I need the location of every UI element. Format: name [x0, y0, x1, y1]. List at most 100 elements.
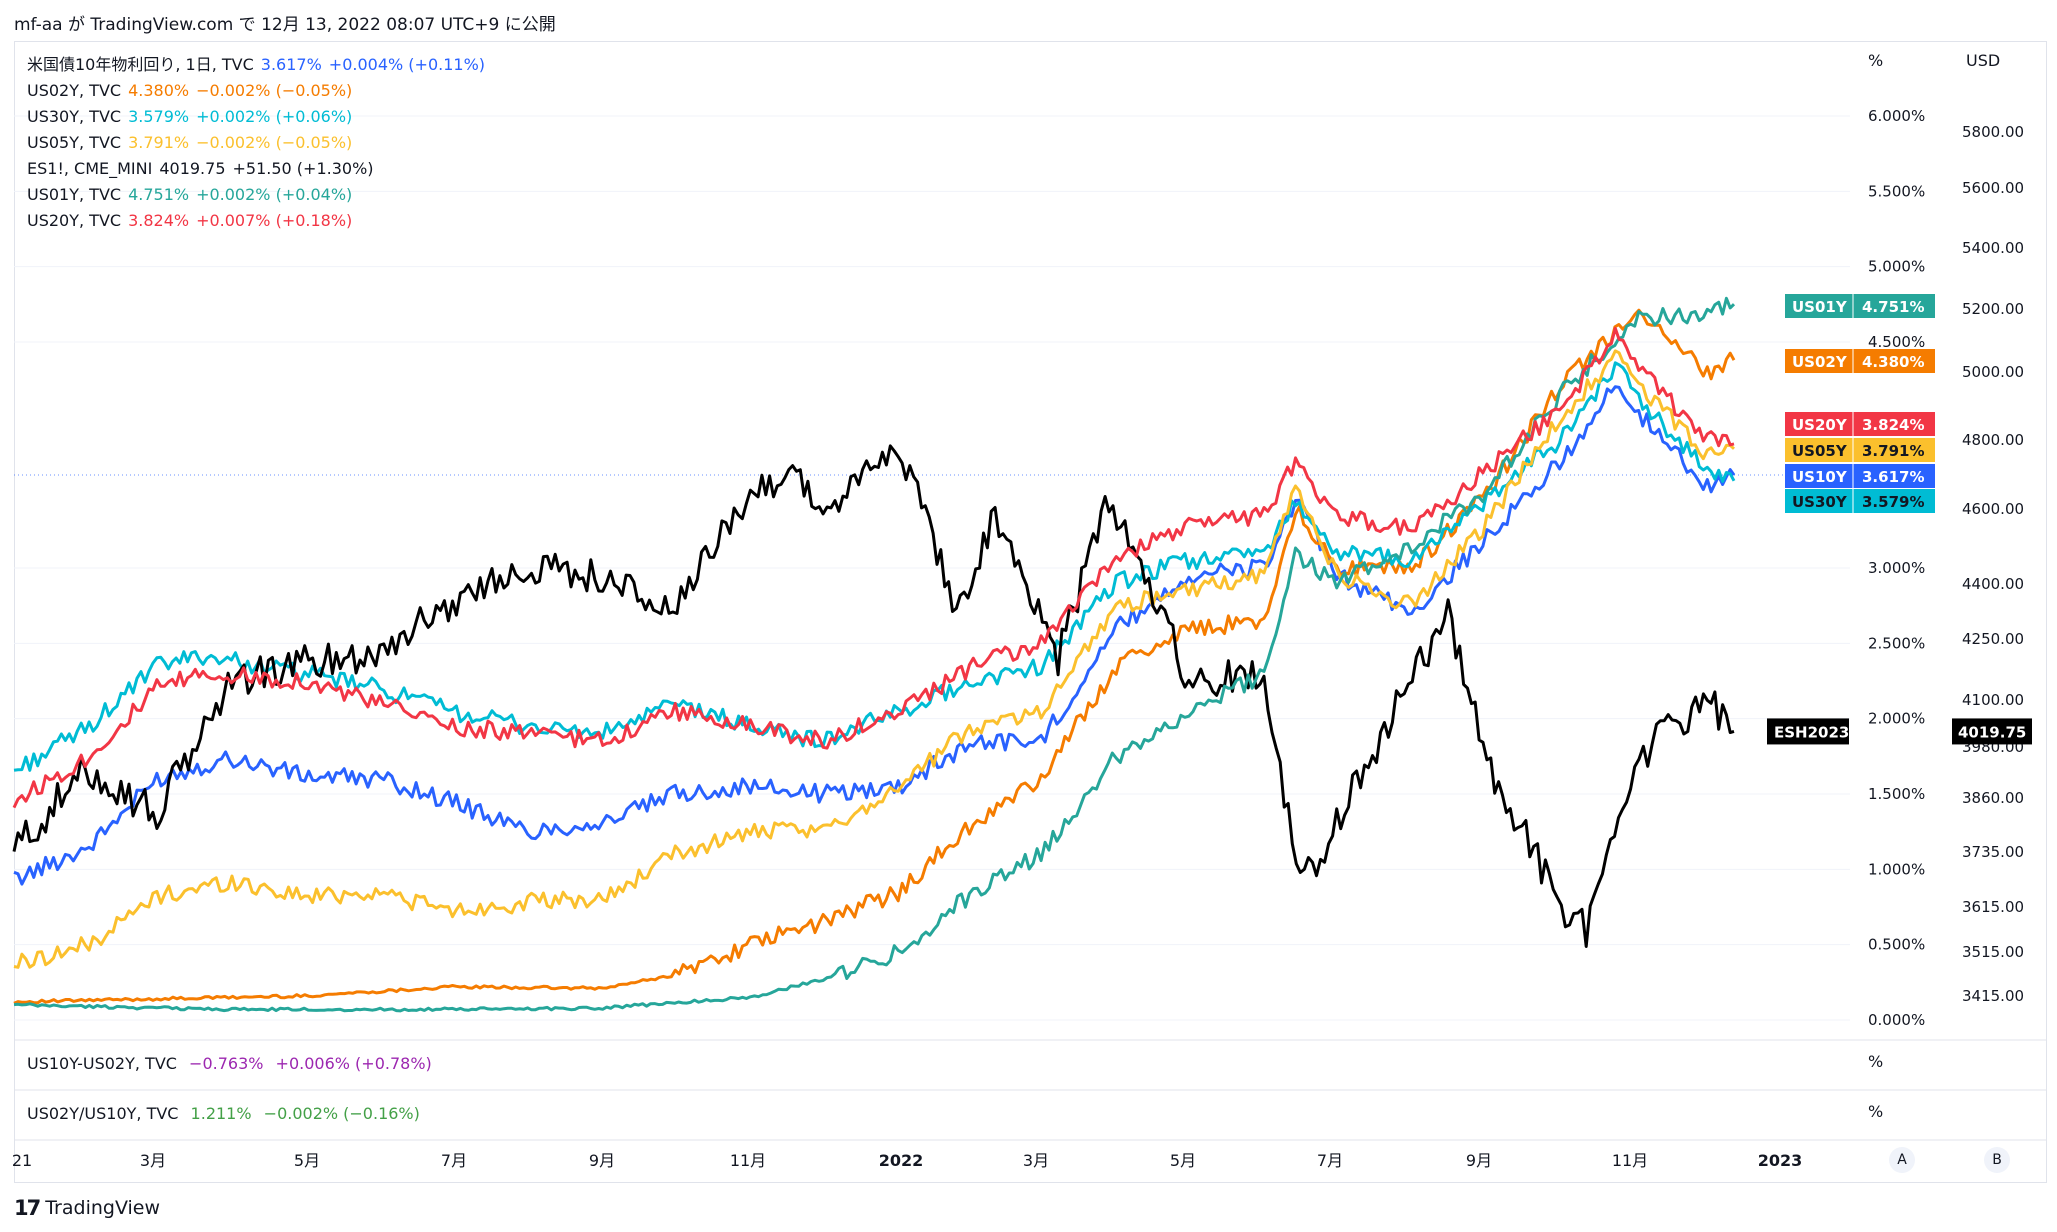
left-tick-label: 5.500%	[1868, 182, 1925, 200]
badge-us02y: US02Y 4.380%	[1785, 349, 1935, 373]
series-line-us20y	[12, 326, 1735, 809]
x-tick-label: 2022	[879, 1151, 924, 1170]
legend-row[interactable]: US05Y, TVC 3.791% −0.002% (−0.05%)	[27, 130, 492, 156]
legend-value: 3.791%	[128, 133, 190, 152]
x-tick-label: 7月	[441, 1151, 467, 1170]
legend-change: +0.004% (+0.11%)	[328, 55, 486, 74]
legend-symbol: ES1!, CME_MINI	[27, 159, 153, 178]
series-line-esh2023	[12, 444, 1735, 948]
left-tick-label: 0.000%	[1868, 1011, 1925, 1029]
badge-esh2023: ESH2023 4019.75	[1767, 718, 2032, 745]
left-tick-label: 0.500%	[1868, 936, 1925, 954]
x-axis-ticks: 21 3月 5月 7月 9月 11月 2022 3月 5月 7月 9月 11月 2023	[12, 1151, 1802, 1170]
legend-row[interactable]: US20Y, TVC 3.824% +0.007% (+0.18%)	[27, 208, 492, 234]
badge-value: 4.751%	[1862, 298, 1924, 316]
badge-name: US30Y	[1792, 493, 1848, 511]
right-tick-label: 5200.00	[1962, 300, 2024, 318]
ratio-symbol: US02Y/US10Y, TVC	[27, 1104, 179, 1123]
x-tick-label: 9月	[589, 1151, 615, 1170]
legend-symbol: US02Y, TVC	[27, 81, 122, 100]
left-tick-label: 1.500%	[1868, 785, 1925, 803]
legend-change: +0.002% (+0.06%)	[196, 107, 353, 126]
ratio-value: 1.211%	[190, 1104, 252, 1123]
right-tick-label: 4600.00	[1962, 500, 2024, 518]
grid-layer	[14, 115, 1850, 1021]
badge-bg	[1785, 294, 1935, 318]
publish-header: mf-aa が TradingView.com で 12月 13, 2022 0…	[14, 15, 556, 35]
legend-symbol: US30Y, TVC	[27, 107, 122, 126]
right-tick-label: 3735.00	[1962, 843, 2024, 861]
badge-value: 4.380%	[1862, 353, 1924, 371]
right-tick-label: 4400.00	[1962, 575, 2024, 593]
spread-unit: %	[1868, 1052, 1884, 1071]
left-tick-label: 3.000%	[1868, 559, 1925, 577]
left-tick-label: 2.000%	[1868, 710, 1925, 728]
x-tick-label: 9月	[1466, 1151, 1492, 1170]
legend-symbol: US01Y, TVC	[27, 185, 122, 204]
badge-bg	[1785, 349, 1935, 373]
right-axis-ticks: 5800.00 5600.00 5400.00 5200.00 5000.00 4800.…	[1962, 123, 2024, 1005]
x-tick-label: 3月	[1023, 1151, 1049, 1170]
badge-us30y: US30Y 3.579%	[1785, 489, 1935, 513]
right-tick-label: 4800.00	[1962, 431, 2024, 449]
x-tick-label: 5月	[294, 1151, 320, 1170]
badge-bg	[1785, 438, 1935, 462]
price-label-value: 4019.75	[1958, 723, 2026, 741]
badge-bg	[1785, 489, 1935, 513]
legend-row[interactable]: ES1!, CME_MINI 4019.75 +51.50 (+1.30%)	[27, 156, 492, 182]
right-tick-label: 4250.00	[1962, 630, 2024, 648]
badge-name: US05Y	[1792, 442, 1848, 460]
left-axis-ticks: 6.000% 5.500% 5.000% 4.500% 3.000% 2.500% 2.00…	[1868, 107, 1925, 1029]
left-tick-label: 5.000%	[1868, 258, 1925, 276]
badge-us10y: US10Y 3.617%	[1785, 464, 1935, 488]
ratio-unit: %	[1868, 1102, 1884, 1121]
chart-frame[interactable]	[14, 41, 2047, 1183]
spread-value: −0.763%	[189, 1054, 264, 1073]
legend-change: +51.50 (+1.30%)	[232, 159, 374, 178]
legend-symbol: 米国債10年物利回り, 1日, TVC	[27, 55, 254, 74]
legend-row[interactable]: US01Y, TVC 4.751% +0.002% (+0.04%)	[27, 182, 492, 208]
legend-value: 4.751%	[128, 185, 190, 204]
badge-bg	[1767, 718, 1849, 745]
legend-row[interactable]: US30Y, TVC 3.579% +0.002% (+0.06%)	[27, 104, 492, 130]
badge-value: 3.579%	[1862, 493, 1924, 511]
right-tick-label: 4100.00	[1962, 691, 2024, 709]
x-tick-label: 21	[12, 1151, 32, 1170]
legend-change: −0.002% (−0.05%)	[196, 133, 353, 152]
ratio-pane-legend: US02Y/US10Y, TVC 1.211% −0.002% (−0.16%)	[27, 1104, 427, 1123]
scale-auto-button[interactable]: A	[1889, 1147, 1915, 1173]
left-tick-label: 2.500%	[1868, 634, 1925, 652]
legend-row[interactable]: 米国債10年物利回り, 1日, TVC 3.617% +0.004% (+0.11%…	[27, 52, 492, 78]
legend-value: 3.617%	[260, 55, 322, 74]
badge-bg	[1785, 464, 1935, 488]
series-badges: US01Y 4.751% US02Y 4.380% US20Y 3.824% US05Y 3.…	[1767, 294, 2032, 745]
legend-change: +0.002% (+0.04%)	[196, 185, 353, 204]
footer-brand: TradingView	[45, 1197, 161, 1219]
scale-b-button[interactable]: B	[1984, 1147, 2010, 1173]
badge-name: US20Y	[1792, 416, 1848, 434]
series-line-us05y	[13, 349, 1736, 969]
ratio-change: −0.002% (−0.16%)	[263, 1104, 420, 1123]
badge-us05y: US05Y 3.791%	[1785, 438, 1935, 462]
legend-change: +0.007% (+0.18%)	[196, 211, 353, 230]
badge-bg	[1785, 412, 1935, 436]
right-tick-label: 5400.00	[1962, 239, 2024, 257]
badge-name: US02Y	[1792, 353, 1848, 371]
right-tick-label: 3615.00	[1962, 898, 2024, 916]
series-line-us10y	[13, 385, 1736, 886]
x-tick-label: 5月	[1170, 1151, 1196, 1170]
legend-value: 3.824%	[128, 211, 190, 230]
badge-us20y: US20Y 3.824%	[1785, 412, 1935, 436]
series-layer	[12, 296, 1736, 1013]
series-line-us01y	[13, 296, 1736, 1013]
badge-value: 3.791%	[1862, 442, 1924, 460]
legend-value: 4019.75	[159, 159, 226, 178]
main-left-unit: %	[1868, 51, 1884, 70]
x-tick-label: 11月	[730, 1151, 766, 1170]
left-tick-label: 6.000%	[1868, 107, 1925, 125]
x-tick-label: 7月	[1317, 1151, 1343, 1170]
legend-row[interactable]: US02Y, TVC 4.380% −0.002% (−0.05%)	[27, 78, 492, 104]
badge-name: US10Y	[1792, 468, 1848, 486]
right-tick-label: 5800.00	[1962, 123, 2024, 141]
